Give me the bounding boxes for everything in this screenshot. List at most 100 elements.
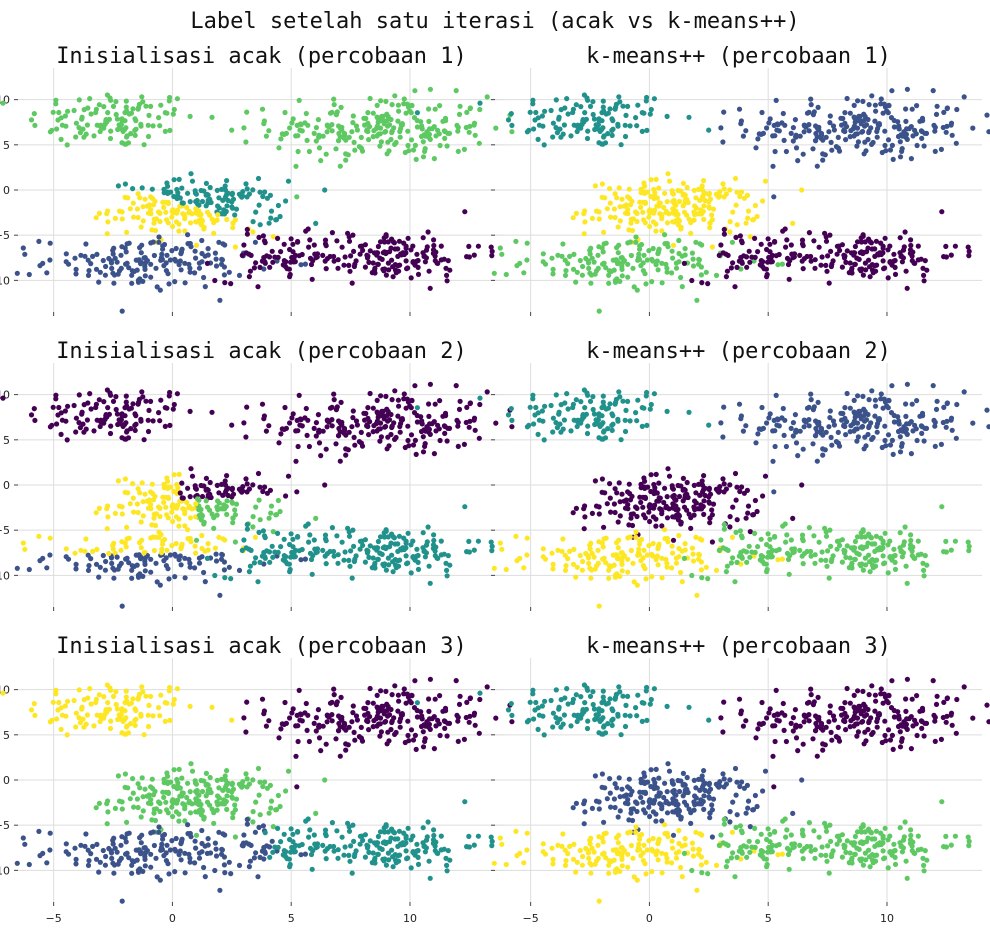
scatter-point [932, 124, 938, 130]
scatter-point [896, 421, 902, 427]
scatter-point [196, 265, 203, 271]
scatter-point [37, 853, 43, 859]
scatter-point [824, 268, 830, 274]
scatter-point [443, 560, 449, 566]
scatter-point [897, 250, 903, 256]
scatter-point [747, 529, 753, 535]
scatter-point [772, 534, 778, 540]
scatter-point [435, 422, 441, 428]
y-tick-label: 0 [3, 774, 10, 787]
scatter-point [164, 842, 170, 848]
scatter-point [737, 193, 743, 200]
scatter-point [412, 383, 418, 389]
scatter-point [618, 732, 624, 738]
scatter-point [592, 126, 598, 133]
scatter-point [382, 719, 388, 725]
scatter-point [739, 555, 745, 561]
scatter-point [536, 122, 543, 128]
scatter-point [219, 256, 225, 262]
scatter-point [153, 855, 159, 861]
scatter-point [220, 536, 226, 542]
scatter-point [187, 564, 193, 570]
scatter-point [698, 211, 705, 217]
scatter-point [96, 800, 102, 807]
scatter-point [862, 534, 868, 540]
scatter-point [600, 249, 606, 255]
scatter-point [219, 186, 225, 192]
scatter-point [341, 852, 347, 858]
scatter-point [461, 441, 467, 447]
scatter-point [171, 696, 177, 703]
scatter-point [269, 543, 275, 549]
scatter-point [902, 229, 908, 235]
scatter-point [410, 243, 416, 249]
scatter-point [58, 115, 64, 121]
scatter-point [822, 525, 828, 531]
scatter-point [781, 432, 787, 438]
scatter-point [984, 407, 990, 413]
scatter-point [806, 109, 812, 115]
scatter-point [703, 269, 709, 275]
scatter-point [219, 481, 225, 487]
scatter-point [885, 432, 892, 438]
scatter-point [125, 490, 131, 496]
y-tick-label: −5 [0, 819, 10, 832]
scatter-point [921, 272, 927, 278]
scatter-point [471, 122, 477, 128]
scatter-point [150, 534, 156, 540]
scatter-point [73, 561, 79, 568]
scatter-point [772, 428, 778, 434]
scatter-point [826, 280, 832, 286]
scatter-point [173, 245, 179, 252]
scatter-point [441, 718, 447, 724]
scatter-point [96, 397, 102, 403]
scatter-point [615, 250, 621, 256]
scatter-point [170, 813, 176, 820]
scatter-point [617, 218, 623, 224]
scatter-point [810, 146, 816, 152]
scatter-point [508, 406, 514, 412]
scatter-point [305, 226, 311, 232]
scatter-point [100, 552, 106, 559]
scatter-point [434, 260, 440, 266]
scatter-point [389, 129, 395, 136]
scatter-point [306, 834, 312, 840]
scatter-point [943, 538, 949, 545]
scatter-point [180, 790, 186, 796]
scatter-point [203, 498, 209, 504]
scatter-point [364, 845, 371, 851]
scatter-point [421, 132, 427, 138]
scatter-point [891, 117, 897, 124]
scatter-point [141, 437, 147, 443]
scatter-point [634, 218, 640, 225]
scatter-point [744, 264, 750, 270]
scatter-point [882, 128, 888, 134]
scatter-point [253, 555, 259, 561]
scatter-point [635, 692, 641, 698]
scatter-point [157, 218, 163, 225]
scatter-point [263, 723, 269, 729]
scatter-point [214, 187, 220, 193]
scatter-point [872, 397, 879, 403]
scatter-point [404, 266, 410, 272]
scatter-point [232, 244, 238, 250]
scatter-point [880, 553, 886, 559]
scatter-point [85, 567, 92, 574]
scatter-point [323, 266, 329, 272]
scatter-point [633, 534, 639, 540]
scatter-point [638, 499, 644, 505]
scatter-point [186, 505, 192, 511]
scatter-point [464, 109, 470, 115]
scatter-point [847, 429, 853, 435]
scatter-point [335, 728, 342, 734]
scatter-point [105, 405, 111, 411]
scatter-point [405, 142, 411, 149]
scatter-point [386, 267, 392, 273]
scatter-point [623, 112, 629, 118]
scatter-point [211, 525, 217, 532]
subplot-title: k-means++ (percobaan 1) [586, 44, 891, 69]
scatter-point [574, 564, 580, 570]
scatter-point [335, 552, 341, 558]
scatter-point [615, 545, 621, 551]
scatter-point [287, 861, 293, 868]
